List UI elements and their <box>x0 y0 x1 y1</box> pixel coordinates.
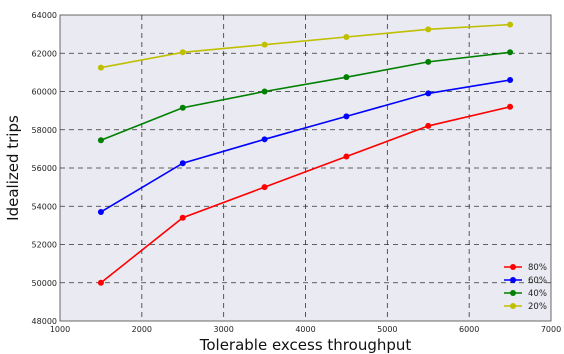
x-tick-label: 2000 <box>132 325 152 334</box>
y-tick-label: 56000 <box>32 164 57 173</box>
legend-marker <box>510 264 516 270</box>
data-point <box>507 49 514 56</box>
data-point <box>97 208 104 215</box>
x-tick-label: 5000 <box>377 325 397 334</box>
series-lines <box>97 21 514 286</box>
legend-item: 80% <box>504 263 547 273</box>
series-80-percent <box>97 103 514 286</box>
y-tick-label: 58000 <box>32 126 57 135</box>
data-point <box>507 77 514 84</box>
y-tick-label: 54000 <box>32 202 57 211</box>
legend-item: 40% <box>504 289 547 299</box>
data-point <box>179 104 186 111</box>
legend-item: 60% <box>504 276 547 286</box>
data-point <box>425 58 432 65</box>
legend-marker <box>510 303 516 309</box>
series-line <box>100 106 511 284</box>
data-point <box>261 184 268 191</box>
x-tick-label: 6000 <box>459 325 479 334</box>
series-line <box>100 79 511 213</box>
y-tick-label: 60000 <box>32 88 57 97</box>
legend-label: 60% <box>528 276 547 286</box>
grid-lines <box>60 15 551 321</box>
x-tick-label: 4000 <box>295 325 315 334</box>
data-point <box>343 113 350 120</box>
data-point <box>179 214 186 221</box>
x-tick-label: 3000 <box>213 325 233 334</box>
x-tick-label: 7000 <box>541 325 561 334</box>
y-axis-label: Idealized trips <box>4 115 22 221</box>
data-point <box>425 122 432 129</box>
legend-marker <box>510 290 516 296</box>
data-point <box>425 26 432 33</box>
y-tick-label: 48000 <box>32 317 57 326</box>
x-axis-label: Tolerable excess throughput <box>199 336 412 354</box>
series-40-percent <box>97 49 514 144</box>
y-axis-ticks: 48000 50000 52000 54000 56000 58000 60000 62000… <box>32 11 57 326</box>
series-60-percent <box>97 77 514 215</box>
legend-label: 80% <box>528 263 547 273</box>
y-tick-label: 62000 <box>32 49 57 58</box>
data-point <box>507 103 514 110</box>
data-point <box>261 136 268 143</box>
legend-marker <box>510 277 516 283</box>
legend-item: 20% <box>504 302 547 312</box>
data-point <box>97 64 104 71</box>
data-point <box>507 21 514 28</box>
data-point <box>179 160 186 167</box>
data-point <box>261 41 268 48</box>
data-point <box>343 153 350 160</box>
data-point <box>343 74 350 81</box>
data-point <box>343 33 350 40</box>
data-point <box>425 90 432 97</box>
legend-label: 40% <box>528 289 547 299</box>
series-line <box>100 23 511 69</box>
data-point <box>261 88 268 95</box>
series-20-percent <box>97 21 514 71</box>
data-point <box>97 137 104 144</box>
y-tick-label: 50000 <box>32 279 57 288</box>
series-line <box>100 51 511 142</box>
data-point <box>97 279 104 286</box>
data-point <box>179 49 186 56</box>
x-axis-ticks: 1000 2000 3000 4000 5000 6000 7000 <box>50 325 561 334</box>
legend: 80% 60% 40% 20% <box>504 263 547 312</box>
y-tick-label: 64000 <box>32 11 57 20</box>
x-tick-label: 1000 <box>50 325 70 334</box>
y-tick-label: 52000 <box>32 241 57 250</box>
legend-label: 20% <box>528 302 547 312</box>
